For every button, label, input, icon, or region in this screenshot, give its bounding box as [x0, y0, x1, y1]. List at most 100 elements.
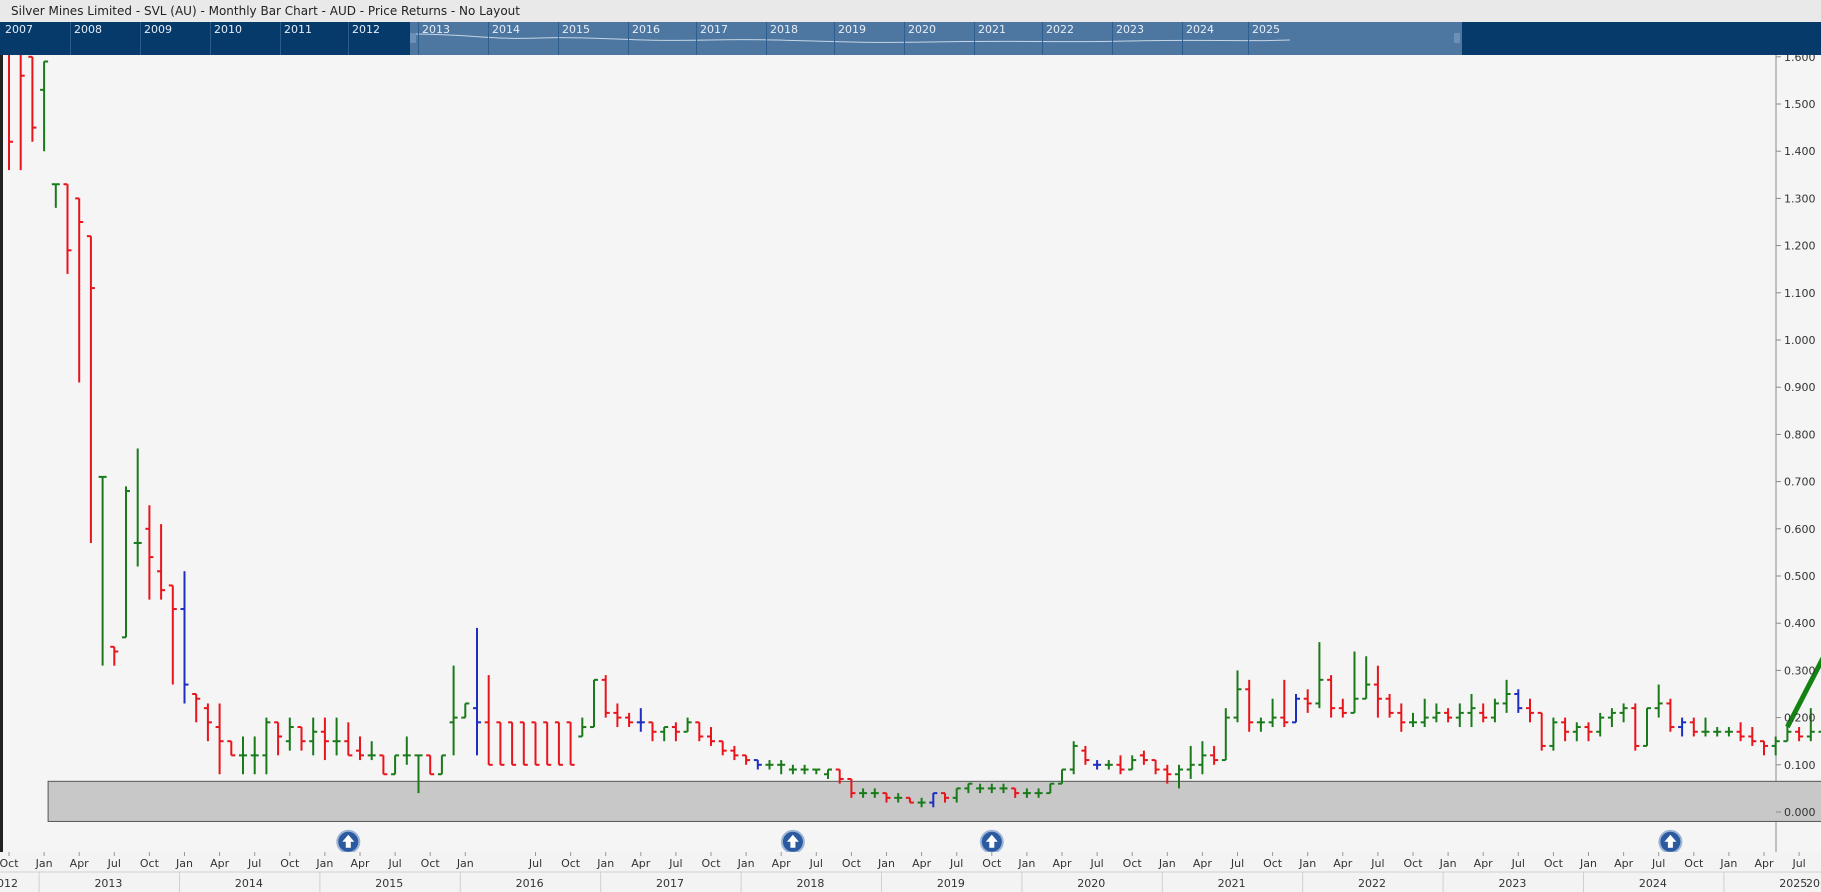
ohlc-bar	[1338, 698, 1347, 718]
up-signal-marker-icon[interactable]	[780, 829, 805, 852]
navigator-year-label: 2024	[1186, 23, 1214, 36]
month-tick-label: Oct	[1403, 857, 1423, 870]
ohlc-bar	[1736, 722, 1745, 742]
month-tick-label: Apr	[1754, 857, 1774, 870]
month-tick-label: Jul	[1089, 857, 1103, 870]
ohlc-bar	[882, 792, 891, 803]
ohlc-bar	[987, 783, 996, 794]
ohlc-bar	[788, 764, 797, 775]
ohlc-bar	[239, 736, 247, 775]
ohlc-bar	[1350, 651, 1359, 714]
ohlc-bar	[133, 448, 142, 567]
ohlc-bar	[1502, 679, 1511, 713]
ohlc-bar	[309, 717, 318, 756]
price-chart[interactable]: 1.600 1.500 1.400 1.300 1.200 1.100 1.000 0.900…	[0, 55, 1821, 852]
navigator-year-label: 2022	[1046, 23, 1074, 36]
navigator-range-window[interactable]	[409, 22, 1462, 55]
ohlc-bar	[1210, 745, 1219, 765]
y-tick-label: 1.300	[1784, 192, 1816, 205]
y-tick-label: 1.500	[1784, 98, 1816, 111]
month-tick-label: Jan	[315, 857, 333, 870]
ohlc-bar	[777, 760, 786, 775]
month-tick-label: Jul	[528, 857, 542, 870]
ohlc-bar	[379, 754, 388, 776]
month-tick-label: Jan	[1579, 857, 1597, 870]
year-label: 2012	[0, 877, 18, 890]
ohlc-bar	[1654, 684, 1663, 718]
navigator-year-label: 2014	[492, 23, 520, 36]
ohlc-bar	[1292, 694, 1300, 724]
ohlc-bar	[905, 796, 914, 804]
ohlc-bar	[1596, 712, 1605, 737]
ohlc-bar	[122, 486, 130, 639]
navigator-left-handle[interactable]	[410, 33, 416, 43]
year-label: 2017	[656, 877, 684, 890]
ohlc-bar	[1537, 711, 1546, 751]
navigator-year-label: 2007	[5, 23, 33, 36]
ohlc-bar	[566, 721, 575, 766]
time-navigator[interactable]: 2007 2008 2009 2010 2011 2012 2013 2014 2015 2016…	[0, 22, 1821, 55]
ohlc-bar	[1058, 768, 1066, 785]
y-tick-label: 1.000	[1784, 334, 1816, 347]
ohlc-bar	[1666, 698, 1675, 732]
ohlc-bar	[543, 721, 552, 766]
month-tick-label: Oct	[982, 857, 1002, 870]
ohlc-bar	[508, 721, 517, 766]
month-tick-label: Jan	[1298, 857, 1316, 870]
ohlc-bar	[1245, 679, 1254, 732]
ohlc-bar	[356, 736, 364, 761]
navigator-right-handle[interactable]	[1454, 33, 1460, 43]
ohlc-bar	[1081, 745, 1090, 765]
up-signal-marker-icon[interactable]	[979, 829, 1004, 852]
ohlc-bar	[1104, 760, 1113, 770]
year-label: 2013	[94, 877, 122, 890]
up-signal-marker-icon[interactable]	[336, 829, 361, 852]
month-tick-label: Jan	[1158, 857, 1176, 870]
ohlc-bar	[1409, 712, 1417, 728]
ohlc-bar	[1584, 722, 1593, 742]
ohlc-bar	[1526, 698, 1534, 723]
ohlc-bar	[1233, 670, 1242, 723]
month-tick-label: Jul	[668, 857, 682, 870]
ohlc-bar	[402, 736, 411, 765]
ohlc-bar	[1643, 707, 1651, 747]
ohlc-bar	[1046, 782, 1055, 795]
ohlc-bar	[1221, 708, 1230, 762]
year-label: 2022	[1358, 877, 1386, 890]
ohlc-bar	[671, 722, 680, 742]
ohlc-bar	[1069, 741, 1078, 775]
ohlc-bar	[1385, 694, 1394, 718]
ohlc-bar	[1175, 764, 1183, 789]
month-tick-label: Oct	[140, 857, 160, 870]
ohlc-bar	[952, 787, 961, 803]
month-tick-label: Jul	[107, 857, 121, 870]
ohlc-bar	[1151, 759, 1160, 775]
ohlc-bar	[297, 726, 306, 751]
y-tick-label: 1.200	[1784, 240, 1816, 253]
year-label: 2019	[937, 877, 965, 890]
month-tick-label: Apr	[1614, 857, 1634, 870]
ohlc-bar	[19, 55, 25, 171]
ohlc-bar	[227, 740, 236, 757]
ohlc-bar	[554, 721, 563, 766]
ohlc-bar	[1373, 665, 1382, 718]
ohlc-bar	[1444, 708, 1453, 723]
year-label: 2023	[1498, 877, 1526, 890]
ohlc-bar	[1806, 708, 1815, 742]
navigator-year-label: 2019	[838, 23, 866, 36]
month-tick-label: Oct	[1263, 857, 1283, 870]
month-tick-label: Jan	[877, 857, 895, 870]
month-tick-label: Apr	[631, 857, 651, 870]
ohlc-bar	[1034, 788, 1043, 798]
y-tick-label: 0.300	[1784, 664, 1816, 677]
ohlc-bar	[1467, 694, 1476, 728]
y-tick-label: 0.000	[1784, 806, 1816, 819]
navigator-year-label: 2008	[74, 23, 102, 36]
ohlc-bar	[1022, 788, 1031, 798]
up-signal-marker-icon[interactable]	[1658, 829, 1683, 852]
ohlc-bar	[391, 754, 400, 776]
ohlc-bar	[274, 721, 283, 756]
month-tick-label: Jan	[456, 857, 474, 870]
ohlc-bar	[1619, 703, 1628, 723]
y-tick-label: 0.500	[1784, 570, 1816, 583]
